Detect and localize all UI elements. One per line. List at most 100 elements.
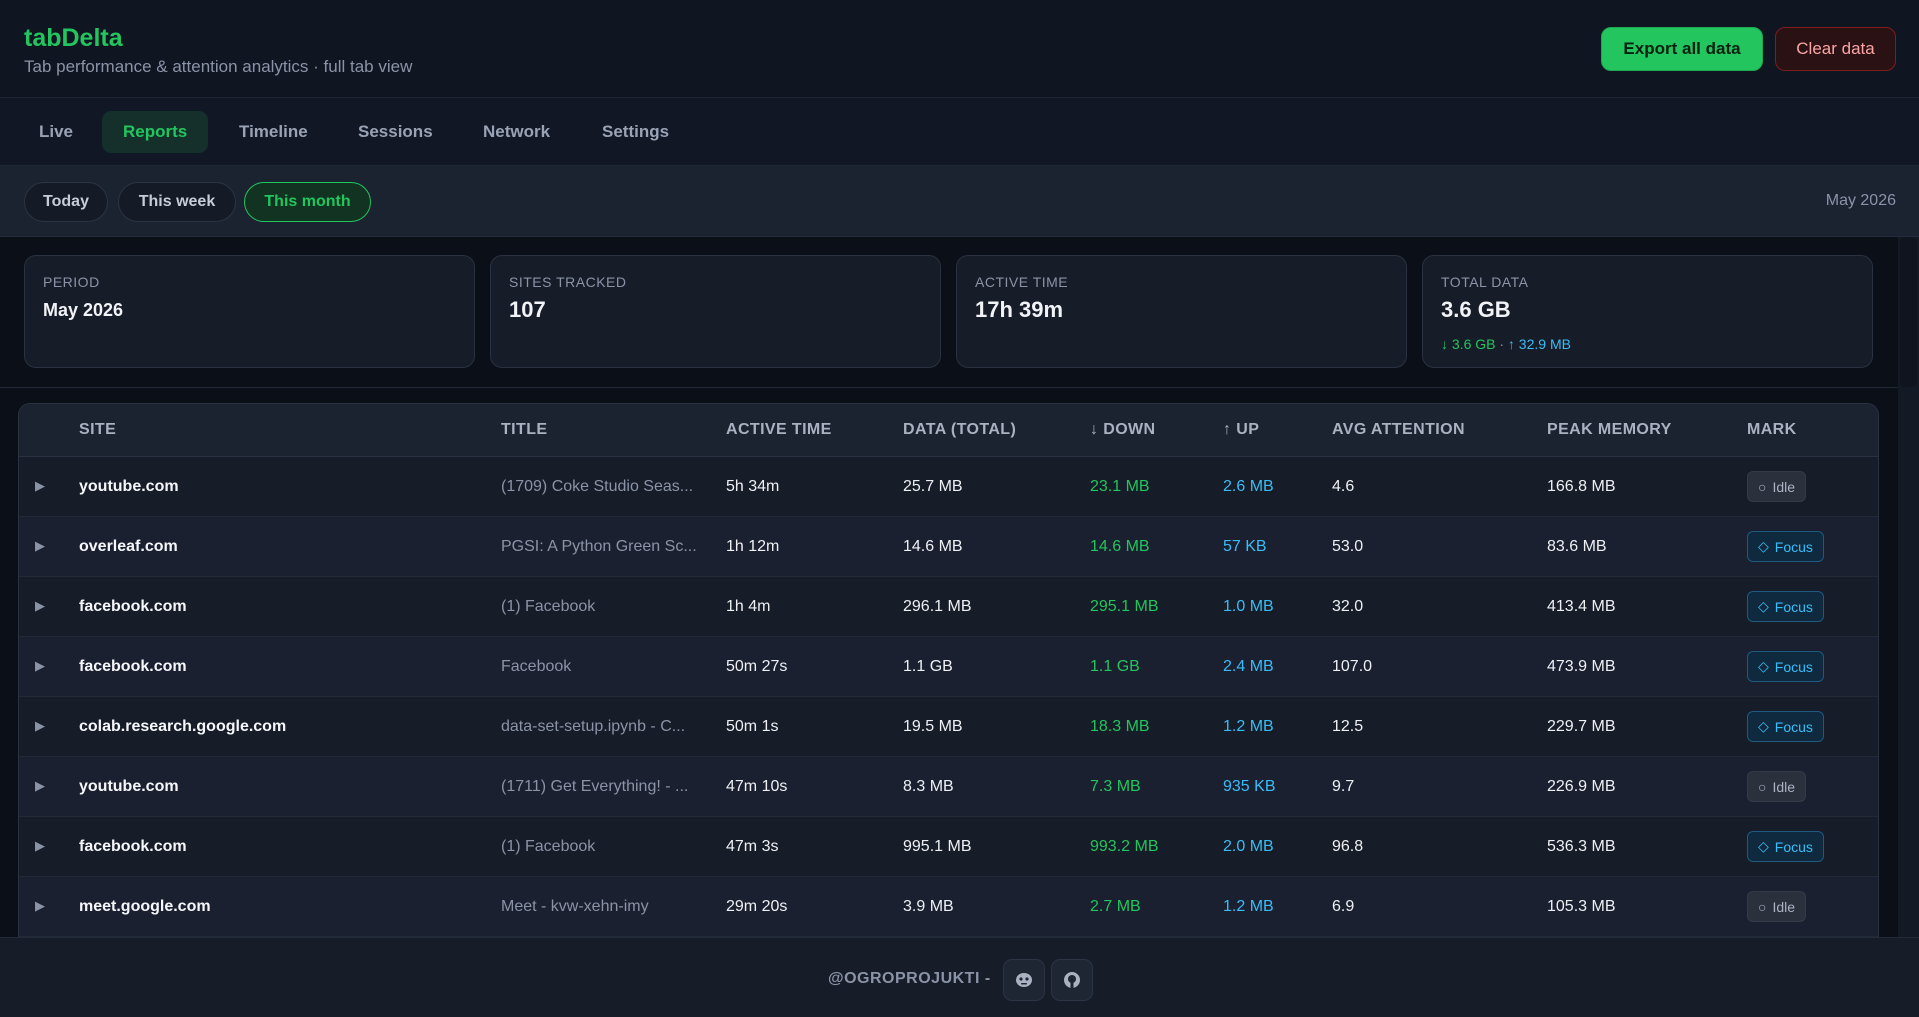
card-label: ACTIVE TIME: [975, 274, 1069, 290]
clear-data-button[interactable]: Clear data: [1775, 27, 1896, 71]
cell-down: 23.1 MB: [1090, 478, 1150, 495]
cell-site: youtube.com: [79, 478, 179, 495]
header-data-total[interactable]: DATA (TOTAL): [903, 421, 1017, 438]
cell-peak-memory: 105.3 MB: [1547, 898, 1616, 915]
period-today-button[interactable]: Today: [24, 182, 108, 222]
header-mark[interactable]: MARK: [1747, 421, 1797, 438]
table-row[interactable]: ▶ youtube.com (1711) Get Everything! - ...…: [19, 757, 1878, 817]
card-value: 3.6 GB: [1441, 297, 1511, 322]
cell-up: 1.2 MB: [1223, 898, 1274, 915]
summary-card-active-time: ACTIVE TIME 17h 39m: [956, 255, 1407, 368]
cell-title: Facebook: [501, 658, 572, 675]
cell-down: 18.3 MB: [1090, 718, 1150, 735]
tab-live[interactable]: Live: [39, 122, 74, 141]
cell-up: 1.0 MB: [1223, 598, 1274, 615]
cell-down: 14.6 MB: [1090, 538, 1150, 555]
app-title: tabDelta: [24, 24, 123, 52]
tab-reports[interactable]: Reports: [102, 111, 209, 153]
expand-row-icon[interactable]: ▶: [35, 718, 45, 733]
cell-data-total: 25.7 MB: [903, 478, 963, 495]
mark-label: Focus: [1774, 838, 1813, 855]
table-row[interactable]: ▶ facebook.com Facebook 50m 27s 1.1 GB 1.1 GB…: [19, 637, 1878, 697]
current-period-label: May 2026: [1825, 192, 1896, 209]
cell-data-total: 1.1 GB: [903, 658, 953, 675]
tab-network[interactable]: Network: [483, 122, 551, 141]
header-active-time[interactable]: ACTIVE TIME: [726, 421, 832, 438]
table-row[interactable]: ▶ overleaf.com PGSI: A Python Green Sc... 1…: [19, 517, 1878, 577]
header-site[interactable]: SITE: [79, 421, 117, 438]
separator: ·: [1495, 336, 1508, 352]
diamond-icon: ◇: [1758, 838, 1769, 854]
cell-up: 57 KB: [1223, 538, 1267, 555]
alien-icon[interactable]: [1003, 959, 1045, 1001]
circle-icon: ○: [1758, 478, 1767, 495]
scrollbar[interactable]: [1898, 237, 1919, 937]
header-up[interactable]: ↑ UP: [1223, 421, 1260, 438]
header-title[interactable]: TITLE: [501, 421, 548, 438]
cell-title: (1709) Coke Studio Seas...: [501, 478, 694, 495]
table-row[interactable]: ▶ meet.google.com Meet - kvw-xehn-imy 29m 2…: [19, 877, 1878, 937]
diamond-icon: ◇: [1758, 538, 1769, 554]
table-row[interactable]: ▶ facebook.com (1) Facebook 47m 3s 995.1 MB 9…: [19, 817, 1878, 877]
cell-active-time: 50m 1s: [726, 718, 779, 735]
github-icon[interactable]: [1051, 959, 1093, 1001]
mark-idle-badge[interactable]: ○ Idle: [1747, 471, 1807, 502]
mark-idle-badge[interactable]: ○ Idle: [1747, 771, 1807, 802]
scrollbar-thumb[interactable]: [1900, 237, 1917, 387]
cell-title: Meet - kvw-xehn-imy: [501, 898, 649, 915]
mark-focus-badge[interactable]: ◇ Focus: [1747, 651, 1824, 682]
table-row[interactable]: ▶ facebook.com (1) Facebook 1h 4m 296.1 MB 29…: [19, 577, 1878, 637]
mark-label: Focus: [1774, 598, 1813, 615]
cell-site: meet.google.com: [79, 898, 211, 915]
expand-row-icon[interactable]: ▶: [35, 778, 45, 793]
mark-focus-badge[interactable]: ◇ Focus: [1747, 531, 1824, 562]
cell-data-total: 19.5 MB: [903, 718, 963, 735]
expand-row-icon[interactable]: ▶: [35, 478, 45, 493]
cell-title: (1) Facebook: [501, 598, 596, 615]
export-all-data-button[interactable]: Export all data: [1601, 27, 1763, 71]
card-label: SITES TRACKED: [509, 274, 627, 290]
cell-title: (1711) Get Everything! - ...: [501, 778, 689, 795]
cell-avg-attention: 32.0: [1332, 598, 1364, 615]
cell-data-total: 14.6 MB: [903, 538, 963, 555]
cell-down: 993.2 MB: [1090, 838, 1159, 855]
mark-focus-badge[interactable]: ◇ Focus: [1747, 831, 1824, 862]
expand-row-icon[interactable]: ▶: [35, 898, 45, 913]
expand-row-icon[interactable]: ▶: [35, 658, 45, 673]
diamond-icon: ◇: [1758, 598, 1769, 614]
cell-active-time: 1h 4m: [726, 598, 771, 615]
tab-timeline[interactable]: Timeline: [239, 122, 308, 141]
cell-peak-memory: 413.4 MB: [1547, 598, 1616, 615]
period-this-week-button[interactable]: This week: [118, 182, 236, 222]
cell-peak-memory: 229.7 MB: [1547, 718, 1616, 735]
summary-card-period: PERIOD May 2026: [24, 255, 475, 368]
sites-table: SITE TITLE ACTIVE TIME DATA (TOTAL) ↓ DO…: [18, 403, 1879, 963]
cell-avg-attention: 12.5: [1332, 718, 1364, 735]
cell-active-time: 5h 34m: [726, 478, 780, 495]
app-header: tabDelta Tab performance & attention ana…: [0, 0, 1919, 98]
period-this-month-button[interactable]: This month: [244, 182, 371, 222]
down-total: ↓ 3.6 GB: [1441, 336, 1496, 352]
expand-row-icon[interactable]: ▶: [35, 838, 45, 853]
circle-icon: ○: [1758, 778, 1767, 795]
footer: @OGROPROJUKTI -: [0, 937, 1919, 1017]
cell-down: 7.3 MB: [1090, 778, 1141, 795]
tab-settings[interactable]: Settings: [602, 122, 670, 141]
mark-focus-badge[interactable]: ◇ Focus: [1747, 591, 1824, 622]
up-total: ↑ 32.9 MB: [1507, 336, 1571, 352]
mark-focus-badge[interactable]: ◇ Focus: [1747, 711, 1824, 742]
cell-peak-memory: 226.9 MB: [1547, 778, 1616, 795]
mark-idle-badge[interactable]: ○ Idle: [1747, 891, 1807, 922]
cell-data-total: 3.9 MB: [903, 898, 954, 915]
header-avg-attention[interactable]: AVG ATTENTION: [1332, 421, 1465, 438]
expand-row-icon[interactable]: ▶: [35, 538, 45, 553]
diamond-icon: ◇: [1758, 658, 1769, 674]
table-row[interactable]: ▶ youtube.com (1709) Coke Studio Seas... 5h…: [19, 457, 1878, 517]
tab-sessions[interactable]: Sessions: [358, 122, 433, 141]
mark-label: Idle: [1772, 478, 1796, 495]
table-row[interactable]: ▶ colab.research.google.com data-set-setup…: [19, 697, 1878, 757]
header-down[interactable]: ↓ DOWN: [1090, 421, 1156, 438]
header-peak-memory[interactable]: PEAK MEMORY: [1547, 421, 1672, 438]
expand-row-icon[interactable]: ▶: [35, 598, 45, 613]
cell-peak-memory: 473.9 MB: [1547, 658, 1616, 675]
